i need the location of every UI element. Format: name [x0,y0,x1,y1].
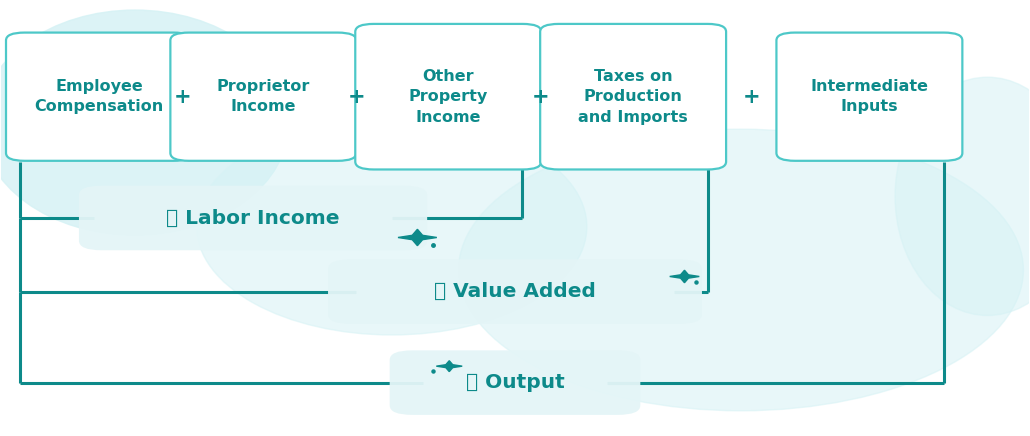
FancyBboxPatch shape [79,186,427,250]
Ellipse shape [458,129,1024,411]
Text: +: + [743,87,760,107]
FancyBboxPatch shape [777,33,962,161]
Ellipse shape [197,118,587,335]
FancyBboxPatch shape [170,33,356,161]
Text: 👥 Labor Income: 👥 Labor Income [166,208,340,228]
Ellipse shape [895,77,1030,316]
FancyBboxPatch shape [540,24,726,170]
Text: +: + [173,87,191,107]
FancyBboxPatch shape [328,259,702,324]
Polygon shape [437,361,462,371]
Text: +: + [348,87,366,107]
Text: Proprietor
Income: Proprietor Income [216,79,310,114]
FancyBboxPatch shape [355,24,541,170]
Text: Intermediate
Inputs: Intermediate Inputs [811,79,928,114]
FancyBboxPatch shape [389,351,641,415]
FancyBboxPatch shape [6,33,192,161]
Text: Other
Property
Income: Other Property Income [409,69,488,125]
Text: +: + [531,87,549,107]
Text: Taxes on
Production
and Imports: Taxes on Production and Imports [578,69,688,125]
Text: Employee
Compensation: Employee Compensation [34,79,164,114]
Polygon shape [398,229,437,245]
Text: 💲 Output: 💲 Output [466,373,564,392]
Ellipse shape [0,10,289,235]
Text: 💲 Value Added: 💲 Value Added [434,282,596,301]
Polygon shape [670,270,699,283]
